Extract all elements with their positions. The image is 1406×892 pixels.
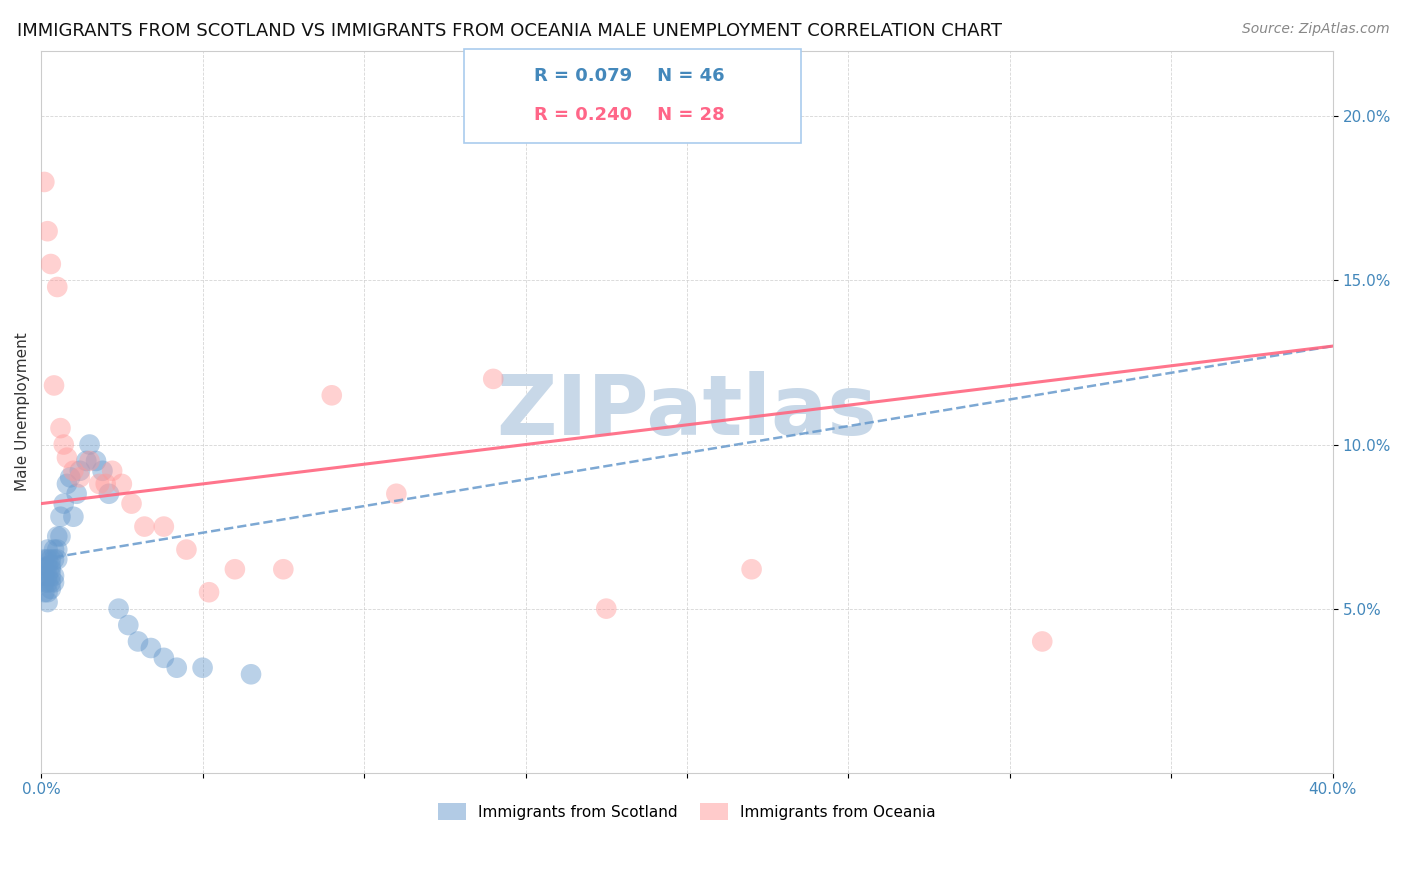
Point: [62, 464, 84, 478]
Point: [62, 509, 84, 524]
Text: R = 0.240    N = 28: R = 0.240 N = 28: [534, 105, 725, 123]
Point: [37, 552, 59, 566]
Point: [166, 661, 188, 675]
Point: [39, 558, 62, 573]
Text: ZIPatlas: ZIPatlas: [496, 371, 877, 452]
Point: [39, 582, 62, 596]
Point: [59, 470, 82, 484]
Legend: Immigrants from Scotland, Immigrants from Oceania: Immigrants from Scotland, Immigrants fro…: [432, 797, 942, 827]
Point: [34, 575, 56, 590]
Point: [49, 529, 72, 543]
Point: [121, 497, 143, 511]
Point: [1031, 634, 1053, 648]
Point: [37, 224, 59, 238]
Point: [34, 569, 56, 583]
Point: [49, 509, 72, 524]
Point: [84, 454, 107, 468]
Point: [37, 585, 59, 599]
Point: [127, 634, 149, 648]
Point: [37, 595, 59, 609]
Point: [176, 542, 198, 557]
Point: [191, 661, 214, 675]
Point: [75, 454, 97, 468]
Point: [741, 562, 763, 576]
Point: [153, 519, 176, 533]
Point: [134, 519, 156, 533]
Point: [37, 569, 59, 583]
Point: [107, 601, 129, 615]
Point: [153, 651, 176, 665]
Point: [66, 487, 89, 501]
Point: [39, 562, 62, 576]
Point: [42, 569, 65, 583]
Point: [94, 477, 117, 491]
Point: [37, 542, 59, 557]
Point: [46, 552, 69, 566]
Point: [69, 470, 91, 484]
Point: [91, 464, 114, 478]
Point: [42, 378, 65, 392]
Point: [37, 558, 59, 573]
Point: [52, 497, 75, 511]
Point: [117, 618, 139, 632]
Point: [37, 575, 59, 590]
Point: [46, 280, 69, 294]
Point: [46, 542, 69, 557]
Point: [34, 175, 56, 189]
Point: [42, 575, 65, 590]
Point: [34, 585, 56, 599]
Point: [321, 388, 343, 402]
Point: [385, 487, 408, 501]
Point: [79, 454, 101, 468]
Point: [79, 437, 101, 451]
Point: [198, 585, 221, 599]
Point: [49, 421, 72, 435]
Point: [89, 477, 111, 491]
Text: Source: ZipAtlas.com: Source: ZipAtlas.com: [1241, 22, 1389, 37]
Text: R = 0.079    N = 46: R = 0.079 N = 46: [534, 68, 725, 86]
Point: [224, 562, 246, 576]
Point: [56, 477, 79, 491]
Point: [39, 569, 62, 583]
Point: [42, 542, 65, 557]
Point: [39, 552, 62, 566]
Point: [42, 552, 65, 566]
Point: [46, 529, 69, 543]
Point: [39, 257, 62, 271]
Point: [34, 562, 56, 576]
Point: [52, 437, 75, 451]
Point: [139, 640, 162, 655]
Point: [101, 464, 124, 478]
Point: [111, 477, 134, 491]
Point: [595, 601, 617, 615]
Point: [69, 464, 91, 478]
Point: [240, 667, 263, 681]
Point: [34, 552, 56, 566]
Point: [482, 372, 505, 386]
Y-axis label: Male Unemployment: Male Unemployment: [15, 333, 30, 491]
Point: [39, 575, 62, 590]
Point: [273, 562, 295, 576]
Point: [56, 450, 79, 465]
Point: [97, 487, 120, 501]
Text: IMMIGRANTS FROM SCOTLAND VS IMMIGRANTS FROM OCEANIA MALE UNEMPLOYMENT CORRELATIO: IMMIGRANTS FROM SCOTLAND VS IMMIGRANTS F…: [17, 22, 1002, 40]
